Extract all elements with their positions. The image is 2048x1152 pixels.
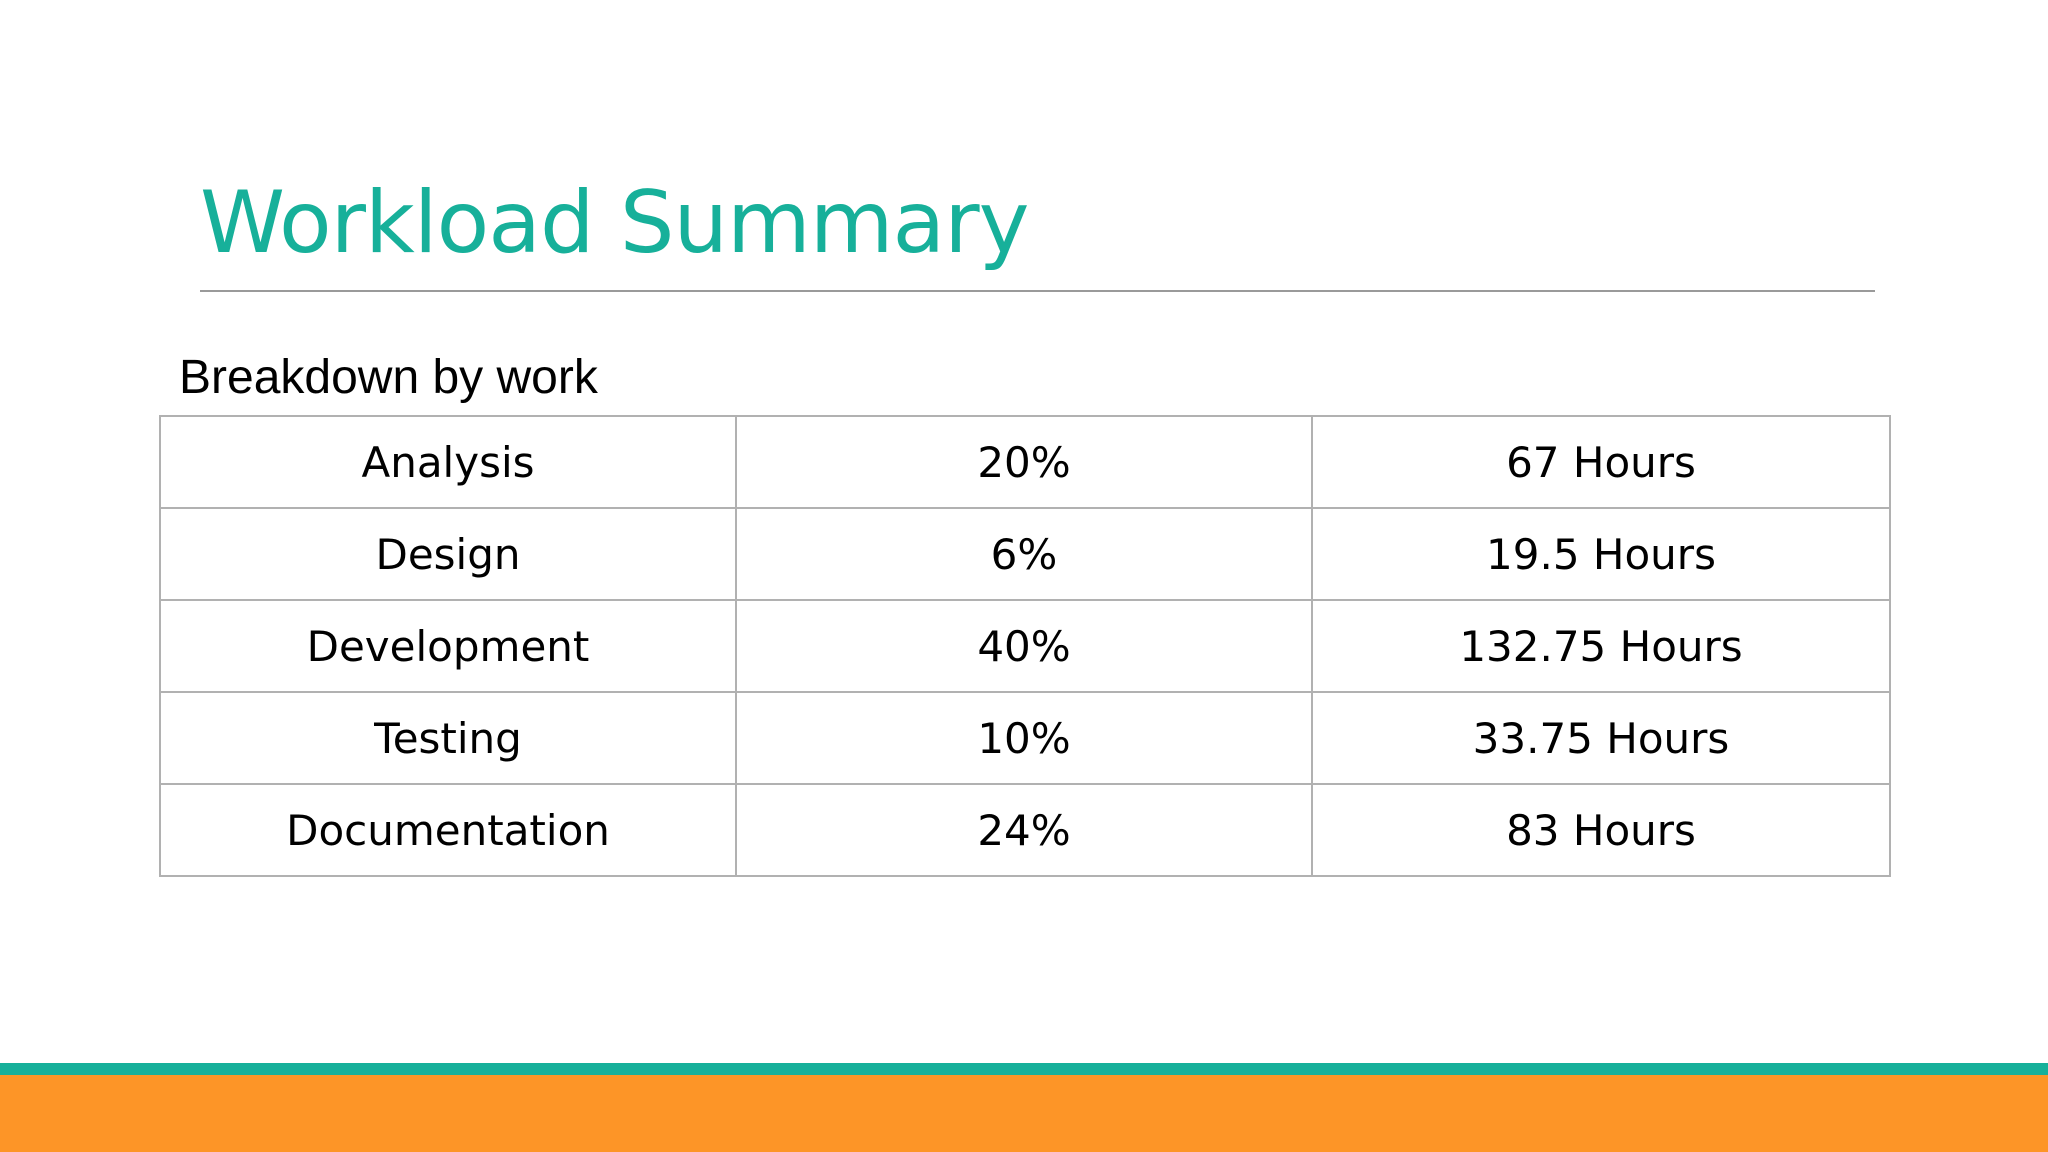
percent-cell: 20% [735,415,1313,509]
task-cell: Development [159,599,737,693]
task-cell: Documentation [159,783,737,877]
percent-cell: 40% [735,599,1313,693]
title-divider [200,290,1875,292]
footer-band-orange [0,1075,2048,1152]
hours-cell: 19.5 Hours [1311,507,1891,601]
task-cell: Design [159,507,737,601]
footer-band-teal [0,1063,2048,1075]
task-cell: Testing [159,691,737,785]
hours-cell: 33.75 Hours [1311,691,1891,785]
slide-title: Workload Summary [200,173,1030,273]
table-row: Development 40% 132.75 Hours [159,599,1891,693]
task-cell: Analysis [159,415,737,509]
table-row: Documentation 24% 83 Hours [159,783,1891,877]
table-row: Testing 10% 33.75 Hours [159,691,1891,785]
workload-table: Analysis 20% 67 Hours Design 6% 19.5 Hou… [159,415,1891,877]
table-row: Analysis 20% 67 Hours [159,415,1891,509]
table-caption: Breakdown by work [179,351,598,404]
hours-cell: 132.75 Hours [1311,599,1891,693]
percent-cell: 10% [735,691,1313,785]
hours-cell: 83 Hours [1311,783,1891,877]
percent-cell: 6% [735,507,1313,601]
hours-cell: 67 Hours [1311,415,1891,509]
percent-cell: 24% [735,783,1313,877]
table-row: Design 6% 19.5 Hours [159,507,1891,601]
